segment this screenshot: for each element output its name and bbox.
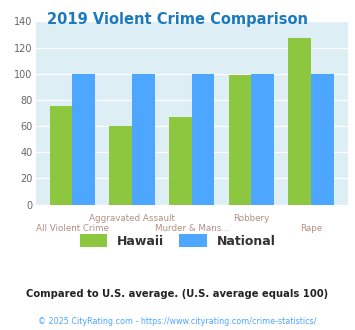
- Text: 2019 Violent Crime Comparison: 2019 Violent Crime Comparison: [47, 12, 308, 26]
- Bar: [50, 107, 72, 205]
- Bar: [192, 74, 214, 205]
- Bar: [169, 117, 192, 205]
- Text: All Violent Crime: All Violent Crime: [36, 223, 109, 233]
- Bar: [229, 75, 251, 205]
- Bar: [311, 74, 334, 205]
- Bar: [288, 39, 311, 205]
- Bar: [251, 74, 274, 205]
- Bar: [132, 74, 155, 205]
- Bar: [109, 126, 132, 205]
- Text: © 2025 CityRating.com - https://www.cityrating.com/crime-statistics/: © 2025 CityRating.com - https://www.city…: [38, 317, 317, 326]
- Text: Rape: Rape: [300, 223, 322, 233]
- Text: Aggravated Assault: Aggravated Assault: [89, 214, 175, 223]
- Text: Murder & Mans...: Murder & Mans...: [154, 223, 229, 233]
- Text: Robbery: Robbery: [233, 214, 269, 223]
- Text: Compared to U.S. average. (U.S. average equals 100): Compared to U.S. average. (U.S. average …: [26, 289, 329, 299]
- Bar: [72, 74, 95, 205]
- Legend: Hawaii, National: Hawaii, National: [75, 229, 280, 253]
